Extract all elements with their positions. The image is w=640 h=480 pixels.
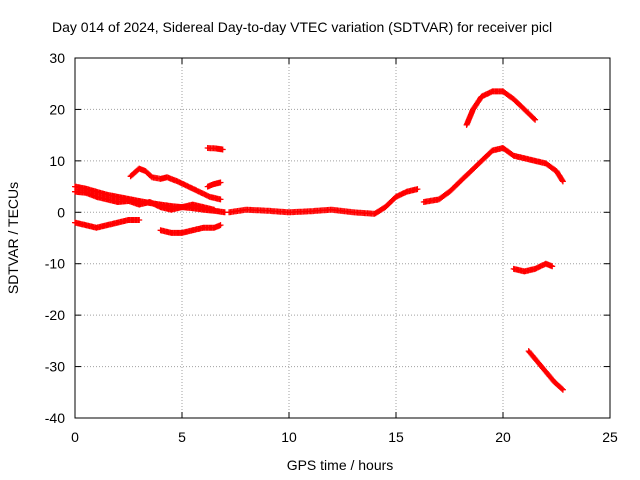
x-tick-label: 10 [281, 429, 297, 445]
x-axis-label: GPS time / hours [287, 457, 394, 473]
y-tick-label: 0 [57, 204, 65, 220]
data-points [204, 179, 224, 190]
series-arc-11 [510, 260, 556, 275]
x-tick-label: 15 [388, 429, 404, 445]
data-points [127, 165, 224, 203]
data-series [72, 88, 566, 393]
x-tick-label: 5 [178, 429, 186, 445]
data-points [72, 188, 218, 213]
series-arc-7 [204, 179, 224, 190]
y-tick-label: -10 [45, 256, 65, 272]
series-arc-4 [157, 222, 224, 236]
y-tick-label: -30 [45, 359, 65, 375]
y-axis-ticks: -40 -30 -20 -10 0 10 20 30 [45, 50, 610, 426]
x-tick-label: 25 [602, 429, 618, 445]
x-tick-label: 0 [71, 429, 79, 445]
data-points [463, 88, 539, 128]
series-arc-3 [72, 217, 143, 231]
data-points [420, 145, 566, 205]
series-arc-2 [72, 188, 218, 213]
series-arc-12 [525, 348, 566, 393]
grid-lines [75, 58, 610, 418]
y-axis-label: SDTVAR / TECUs [5, 182, 21, 294]
series-arc-8 [226, 186, 421, 217]
plot-frame [74, 57, 611, 419]
data-points [157, 222, 224, 236]
series-arc-9 [420, 145, 566, 205]
y-tick-label: -20 [45, 307, 65, 323]
data-points [510, 260, 556, 275]
chart-title: Day 014 of 2024, Sidereal Day-to-day VTE… [52, 19, 552, 35]
series-arc-6 [204, 145, 226, 153]
data-points [525, 348, 566, 393]
y-tick-label: 10 [49, 153, 65, 169]
x-axis-ticks: 0 5 10 15 20 25 [71, 58, 618, 445]
series-arc-10 [463, 88, 539, 128]
y-tick-label: -40 [45, 410, 65, 426]
y-tick-label: 30 [49, 50, 65, 66]
data-points [204, 145, 226, 153]
data-points [72, 217, 143, 231]
data-points [226, 186, 421, 217]
y-tick-label: 20 [49, 101, 65, 117]
x-tick-label: 20 [495, 429, 511, 445]
series-arc-5 [127, 165, 224, 203]
